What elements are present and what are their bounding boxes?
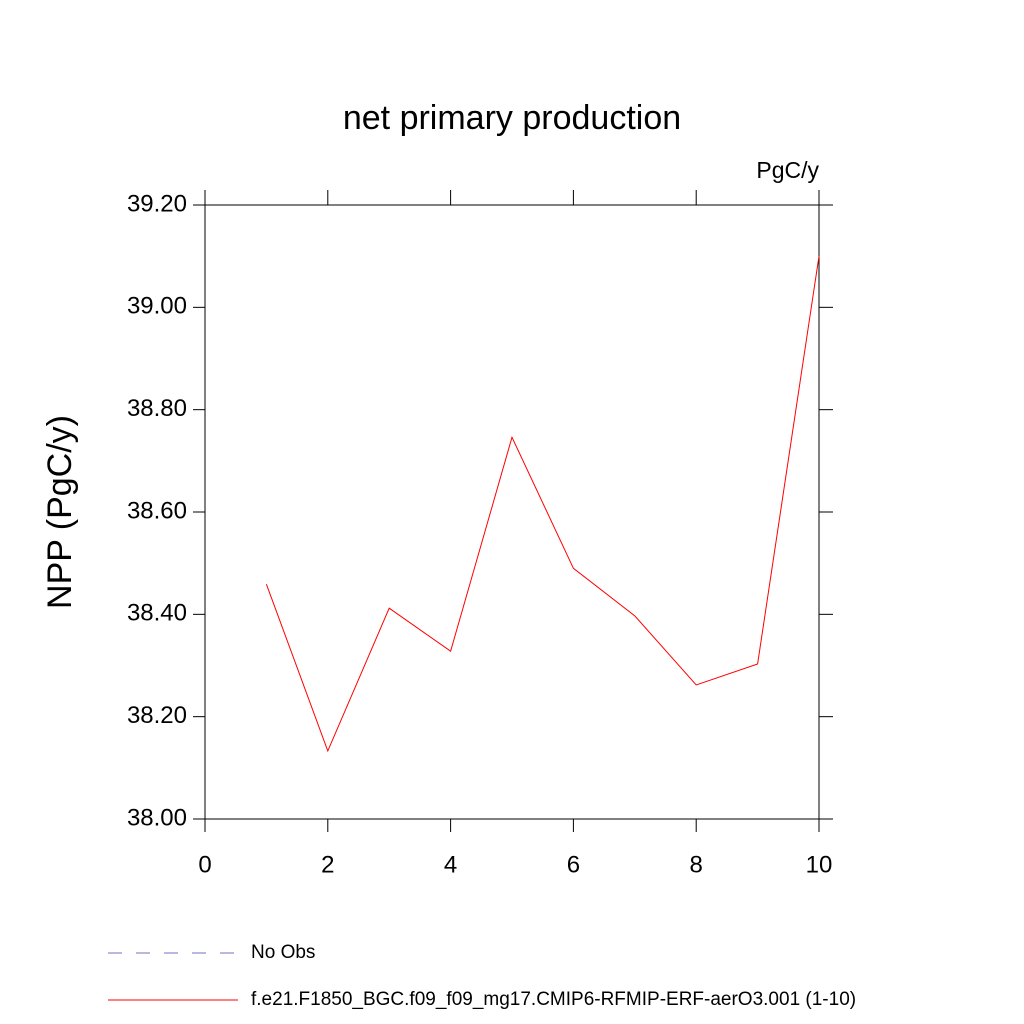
x-tick-label: 8 bbox=[690, 851, 703, 878]
y-axis-title: NPP (PgC/y) bbox=[41, 415, 79, 609]
y-tick-label: 39.00 bbox=[127, 293, 187, 320]
legend-label: No Obs bbox=[251, 942, 315, 963]
legend-label: f.e21.F1850_BGC.f09_f09_mg17.CMIP6-RFMIP… bbox=[251, 989, 856, 1010]
y-tick-label: 38.00 bbox=[127, 804, 187, 831]
units-label: PgC/y bbox=[756, 157, 819, 183]
chart-title: net primary production bbox=[343, 99, 681, 137]
x-tick-label: 2 bbox=[321, 851, 334, 878]
y-tick-label: 38.60 bbox=[127, 497, 187, 524]
x-tick-label: 0 bbox=[198, 851, 211, 878]
y-tick-label: 38.20 bbox=[127, 702, 187, 729]
x-tick-label: 4 bbox=[444, 851, 457, 878]
y-tick-label: 39.20 bbox=[127, 190, 187, 217]
y-tick-label: 38.80 bbox=[127, 395, 187, 422]
series-line bbox=[265, 256, 820, 753]
plot-frame bbox=[204, 204, 820, 820]
y-tick-label: 38.40 bbox=[127, 600, 187, 627]
x-tick-label: 10 bbox=[806, 851, 833, 878]
x-tick-label: 6 bbox=[567, 851, 580, 878]
